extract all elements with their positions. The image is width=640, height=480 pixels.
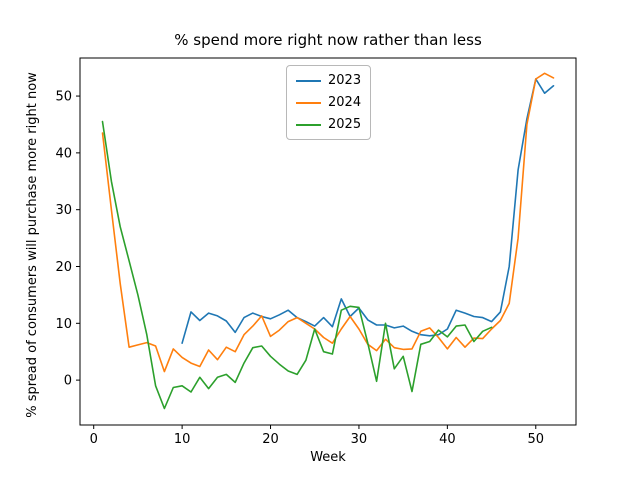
x-tick-label: 20 xyxy=(262,432,279,447)
y-tick-label: 20 xyxy=(55,260,72,275)
x-tick-label: 30 xyxy=(351,432,368,447)
y-tick-label: 10 xyxy=(55,317,72,332)
x-axis-label: Week xyxy=(310,450,346,465)
y-tick-label: 30 xyxy=(55,203,72,218)
legend-label-2024: 2024 xyxy=(328,95,362,110)
x-tick-label: 50 xyxy=(527,432,544,447)
legend: 2023 2024 2025 xyxy=(286,65,371,140)
x-tick-label: 10 xyxy=(174,432,191,447)
x-tick-label: 0 xyxy=(90,432,98,447)
x-tick-label: 40 xyxy=(439,432,456,447)
legend-line-2023 xyxy=(296,79,321,82)
chart-title: % spend more right now rather than less xyxy=(174,31,482,49)
series-line-2024 xyxy=(101,72,555,373)
legend-item: 2023 xyxy=(296,72,361,89)
y-tick-label: 40 xyxy=(55,146,72,161)
legend-line-2024 xyxy=(296,101,321,104)
plot-area xyxy=(79,57,577,426)
y-axis-label: % spread of consumers will purchase more… xyxy=(25,72,40,418)
plot-group: 0 10 20 30 40 50 0 10 20 30 40 50 xyxy=(55,57,577,447)
legend-item: 2024 xyxy=(296,94,361,111)
legend-item: 2025 xyxy=(296,116,361,133)
y-tick-label: 50 xyxy=(55,90,72,105)
series-line-2025 xyxy=(101,120,493,410)
y-tick-label: 0 xyxy=(64,374,72,389)
legend-line-2025 xyxy=(296,123,321,126)
legend-label-2025: 2025 xyxy=(328,117,362,132)
series-line-2023 xyxy=(181,78,555,345)
legend-label-2023: 2023 xyxy=(328,73,362,88)
